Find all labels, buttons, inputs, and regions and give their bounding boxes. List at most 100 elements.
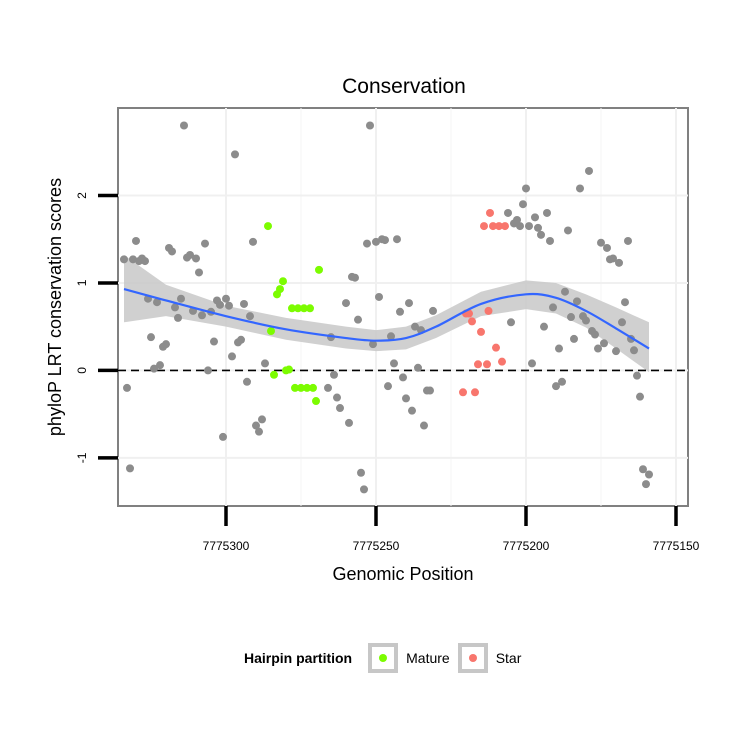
y-tick-label: 0	[75, 367, 89, 374]
point-other	[534, 223, 542, 232]
point-other	[366, 121, 374, 130]
point-other	[645, 470, 653, 479]
point-mature	[291, 383, 299, 392]
point-other	[333, 393, 341, 402]
point-other	[621, 298, 629, 307]
point-other	[180, 121, 188, 130]
point-other	[240, 299, 248, 308]
point-star	[459, 388, 467, 397]
point-other	[345, 418, 353, 427]
point-other	[528, 359, 536, 368]
point-other	[177, 294, 185, 303]
point-mature	[294, 304, 302, 313]
point-star	[480, 222, 488, 231]
point-other	[564, 226, 572, 235]
point-other	[351, 273, 359, 282]
x-tick-label: 7775200	[503, 539, 550, 553]
point-other	[429, 306, 437, 315]
point-other	[186, 250, 194, 259]
point-other	[393, 235, 401, 244]
y-axis-title: phyloP LRT conservation scores	[45, 178, 65, 436]
point-other	[153, 298, 161, 307]
point-other	[522, 184, 530, 193]
point-other	[642, 480, 650, 489]
point-other	[141, 257, 149, 266]
point-star	[501, 222, 509, 231]
point-star	[486, 208, 494, 217]
point-other	[573, 297, 581, 306]
point-other	[354, 315, 362, 324]
point-other	[336, 404, 344, 413]
point-other	[147, 333, 155, 342]
point-other	[360, 485, 368, 494]
point-other	[567, 313, 575, 322]
point-other	[384, 382, 392, 391]
point-star	[498, 357, 506, 366]
point-other	[363, 239, 371, 248]
legend-label-mature: Mature	[406, 650, 450, 666]
point-other	[615, 258, 623, 267]
point-mature	[303, 383, 311, 392]
point-other	[594, 344, 602, 353]
point-other	[330, 370, 338, 379]
point-other	[405, 299, 413, 308]
point-other	[216, 300, 224, 309]
point-other	[531, 213, 539, 222]
point-other	[375, 292, 383, 301]
point-mature	[288, 304, 296, 313]
point-mature	[315, 265, 323, 274]
point-other	[561, 287, 569, 296]
point-other	[198, 311, 206, 320]
point-other	[507, 318, 515, 327]
point-other	[597, 238, 605, 247]
legend-dot-mature	[379, 654, 388, 662]
point-mature	[285, 365, 293, 374]
point-mature	[312, 397, 320, 406]
point-other	[222, 294, 230, 303]
point-other	[132, 236, 140, 245]
point-other	[258, 415, 266, 424]
point-other	[387, 332, 395, 341]
point-other	[582, 316, 590, 325]
point-star	[484, 306, 493, 315]
point-other	[603, 243, 611, 252]
point-mature	[300, 304, 308, 313]
point-mature	[306, 304, 314, 313]
point-mature	[276, 285, 284, 294]
point-other	[426, 386, 434, 395]
confidence-ribbon-layer	[124, 254, 649, 373]
point-star	[465, 309, 473, 318]
point-other	[396, 307, 404, 316]
point-other	[633, 371, 641, 380]
point-other	[192, 254, 200, 263]
point-other	[609, 254, 617, 263]
point-other	[624, 236, 632, 245]
point-other	[546, 236, 554, 245]
point-star	[495, 222, 503, 231]
x-tick-label: 7775250	[353, 539, 400, 553]
point-other	[171, 303, 179, 312]
confidence-ribbon	[124, 254, 649, 373]
point-other	[513, 215, 521, 224]
point-mature	[267, 327, 275, 336]
point-other	[168, 247, 176, 256]
point-mature	[309, 383, 317, 392]
point-other	[210, 337, 218, 346]
legend-key-mature	[368, 643, 399, 673]
y-tick-label: 1	[75, 279, 89, 286]
point-other	[201, 239, 209, 248]
point-other	[411, 322, 419, 331]
point-other	[369, 340, 377, 349]
point-other	[150, 364, 158, 373]
data-points	[120, 121, 653, 494]
point-mature	[264, 222, 272, 231]
point-mature	[297, 383, 305, 392]
point-star	[468, 317, 476, 326]
point-other	[639, 465, 647, 474]
smooth-curve-layer	[123, 288, 650, 350]
point-other	[120, 255, 128, 264]
legend: Hairpin partition Mature Star	[244, 640, 529, 676]
point-other	[504, 208, 512, 217]
point-other	[243, 377, 251, 386]
point-other	[228, 352, 236, 361]
